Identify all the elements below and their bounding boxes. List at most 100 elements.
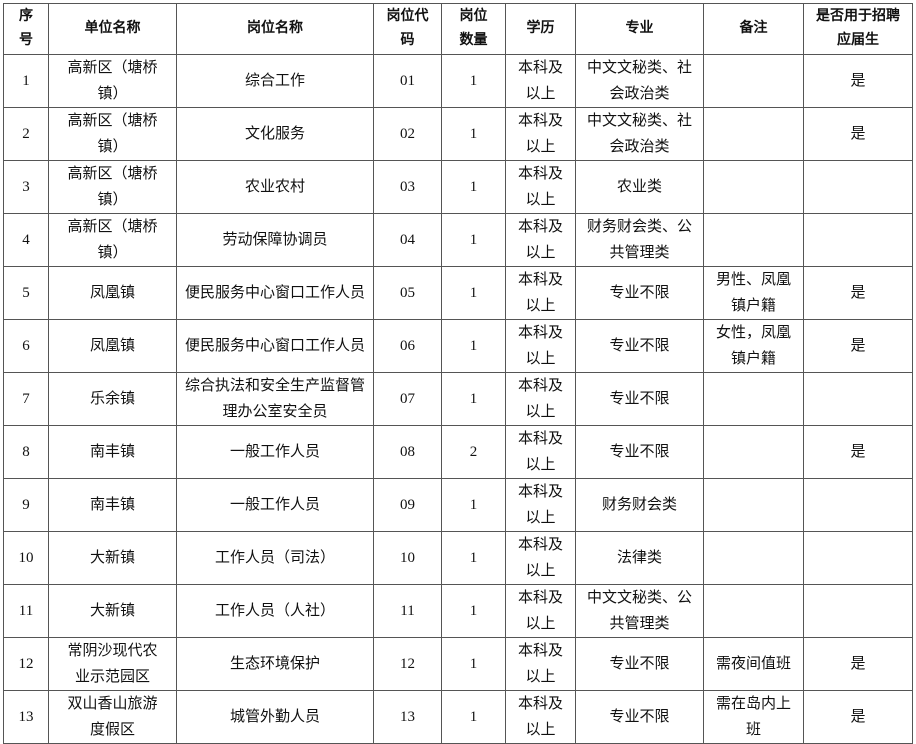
cell: 乐余镇 (48, 372, 177, 426)
table-body: 1 高新区（塘桥镇） 综合工作 01 1 本科及以上 中文文秘类、社会政治类是 2 高新区（塘桥… (3, 54, 913, 744)
cell: 农业类 (575, 160, 704, 214)
row: 10 大新镇 工作人员（司法） 10 1 本科及以上 法律类 (3, 531, 913, 585)
cell: 本科及以上 (505, 213, 576, 267)
cell: 是 (803, 425, 913, 479)
cell: 是 (803, 319, 913, 373)
cell: 是 (803, 266, 913, 320)
header-cell: 专业 (575, 3, 704, 55)
cell: 财务财会类 (575, 478, 704, 532)
header-cell: 单位名称 (48, 3, 177, 55)
cell (703, 531, 804, 585)
cell: 农业农村 (176, 160, 374, 214)
cell: 常阴沙现代农业示范园区 (48, 637, 177, 691)
cell: 1 (441, 213, 506, 267)
cell (703, 54, 804, 108)
header-row: 序号 单位名称 岗位名称 岗位代码 岗位数量 学历 专业 备注 是否用于招聘应届生 (3, 3, 913, 55)
cell: 06 (373, 319, 442, 373)
cell (803, 372, 913, 426)
cell: 1 (3, 54, 49, 108)
cell: 专业不限 (575, 637, 704, 691)
cell (703, 478, 804, 532)
cell: 本科及以上 (505, 637, 576, 691)
cell: 法律类 (575, 531, 704, 585)
cell: 是 (803, 690, 913, 744)
cell: 是 (803, 637, 913, 691)
row: 4 高新区（塘桥镇） 劳动保障协调员 04 1 本科及以上 财务财会类、公共管理类 (3, 213, 913, 267)
cell: 1 (441, 478, 506, 532)
cell: 本科及以上 (505, 584, 576, 638)
cell: 13 (373, 690, 442, 744)
cell: 04 (373, 213, 442, 267)
cell: 3 (3, 160, 49, 214)
cell: 专业不限 (575, 690, 704, 744)
cell: 9 (3, 478, 49, 532)
cell: 需在岛内上班 (703, 690, 804, 744)
cell: 南丰镇 (48, 425, 177, 479)
cell: 2 (3, 107, 49, 161)
cell: 工作人员（司法） (176, 531, 374, 585)
cell: 专业不限 (575, 266, 704, 320)
cell: 便民服务中心窗口工作人员 (176, 319, 374, 373)
cell: 中文文秘类、公共管理类 (575, 584, 704, 638)
cell (803, 160, 913, 214)
cell: 10 (3, 531, 49, 585)
cell: 本科及以上 (505, 107, 576, 161)
cell: 本科及以上 (505, 425, 576, 479)
cell (803, 584, 913, 638)
cell: 7 (3, 372, 49, 426)
job-table: 序号 单位名称 岗位名称 岗位代码 岗位数量 学历 专业 备注 是否用于招聘应届生 1 高新区（塘… (3, 3, 913, 744)
cell (703, 107, 804, 161)
row: 7 乐余镇 综合执法和安全生产监督管理办公室安全员 07 1 本科及以上 专业不限 (3, 372, 913, 426)
cell: 本科及以上 (505, 690, 576, 744)
cell: 02 (373, 107, 442, 161)
cell: 一般工作人员 (176, 478, 374, 532)
cell: 双山香山旅游度假区 (48, 690, 177, 744)
cell: 男性、凤凰镇户籍 (703, 266, 804, 320)
cell: 凤凰镇 (48, 266, 177, 320)
cell: 综合执法和安全生产监督管理办公室安全员 (176, 372, 374, 426)
cell: 女性，凤凰镇户籍 (703, 319, 804, 373)
cell: 本科及以上 (505, 160, 576, 214)
cell: 12 (373, 637, 442, 691)
cell: 本科及以上 (505, 531, 576, 585)
cell: 03 (373, 160, 442, 214)
cell: 工作人员（人社） (176, 584, 374, 638)
cell: 1 (441, 54, 506, 108)
cell (803, 478, 913, 532)
header-cell: 是否用于招聘应届生 (803, 3, 913, 55)
cell: 中文文秘类、社会政治类 (575, 54, 704, 108)
row: 11 大新镇 工作人员（人社） 11 1 本科及以上 中文文秘类、公共管理类 (3, 584, 913, 638)
cell: 文化服务 (176, 107, 374, 161)
cell: 09 (373, 478, 442, 532)
cell (703, 213, 804, 267)
cell (703, 584, 804, 638)
cell: 高新区（塘桥镇） (48, 107, 177, 161)
cell: 2 (441, 425, 506, 479)
cell: 财务财会类、公共管理类 (575, 213, 704, 267)
cell: 需夜间值班 (703, 637, 804, 691)
cell: 5 (3, 266, 49, 320)
cell: 本科及以上 (505, 478, 576, 532)
cell: 专业不限 (575, 372, 704, 426)
row: 3 高新区（塘桥镇） 农业农村 03 1 本科及以上 农业类 (3, 160, 913, 214)
cell: 本科及以上 (505, 372, 576, 426)
cell: 1 (441, 584, 506, 638)
header-cell: 岗位名称 (176, 3, 374, 55)
cell: 城管外勤人员 (176, 690, 374, 744)
cell: 专业不限 (575, 319, 704, 373)
row: 2 高新区（塘桥镇） 文化服务 02 1 本科及以上 中文文秘类、社会政治类 是 (3, 107, 913, 161)
header-cell: 岗位数量 (441, 3, 506, 55)
cell: 4 (3, 213, 49, 267)
cell: 6 (3, 319, 49, 373)
cell: 劳动保障协调员 (176, 213, 374, 267)
cell: 01 (373, 54, 442, 108)
cell: 1 (441, 531, 506, 585)
cell: 中文文秘类、社会政治类 (575, 107, 704, 161)
cell: 1 (441, 319, 506, 373)
cell: 凤凰镇 (48, 319, 177, 373)
row: 9 南丰镇 一般工作人员 09 1 本科及以上 财务财会类 (3, 478, 913, 532)
cell: 专业不限 (575, 425, 704, 479)
cell: 1 (441, 107, 506, 161)
cell: 11 (373, 584, 442, 638)
cell: 13 (3, 690, 49, 744)
